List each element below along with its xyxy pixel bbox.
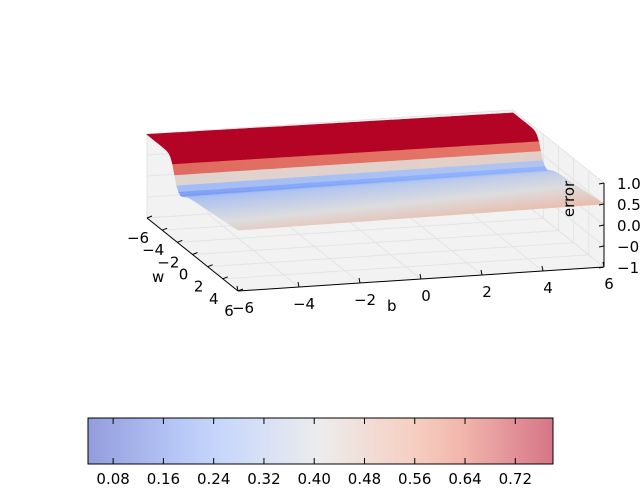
- y-tick-mark: [236, 285, 239, 292]
- colorbar-tick-label: 0.08: [96, 470, 129, 488]
- y-axis-label: b: [387, 297, 397, 315]
- x-tick-label: −2: [157, 253, 179, 271]
- x-tick-mark: [146, 215, 153, 219]
- x-tick-mark: [192, 252, 198, 255]
- x-tick-mark: [161, 227, 168, 231]
- x-axis-label: w: [152, 268, 164, 286]
- z-tick-mark: [598, 266, 605, 269]
- z-tick-label: −0.5: [617, 238, 640, 256]
- x-tick-label: −6: [127, 229, 149, 247]
- y-tick-mark: [358, 277, 361, 284]
- colorbar-tick-label: 0.40: [298, 470, 331, 488]
- z-tick-label: 1.0: [617, 175, 640, 193]
- z-tick-label: 0.5: [617, 196, 640, 214]
- y-tick-label: −4: [293, 295, 315, 313]
- z-tick-mark: [598, 224, 605, 227]
- y-tick-mark: [297, 281, 300, 288]
- x-tick-mark: [207, 264, 213, 268]
- x-tick-label: −4: [142, 241, 164, 259]
- z-tick-label: −1.0: [617, 259, 640, 277]
- z-tick-mark: [598, 182, 605, 185]
- surface-patch: [174, 174, 188, 187]
- z-tick-mark: [598, 203, 605, 206]
- y-tick-label: −6: [232, 299, 254, 317]
- grid-line: [512, 109, 605, 184]
- y-tick-mark: [480, 269, 483, 276]
- colorbar: 0.08 0.16 0.24 0.32 0.40 0.48 0.56 0.64 0.72: [87, 417, 554, 488]
- z-axis-label: error: [560, 180, 578, 217]
- y-tick-label: 4: [543, 279, 553, 297]
- y-tick-label: −2: [354, 291, 376, 309]
- surface-patch: [235, 227, 250, 231]
- surface-patch: [172, 163, 186, 176]
- error-surface: [146, 112, 605, 231]
- x-tick-mark: [177, 239, 183, 243]
- y-tick-label: 6: [604, 275, 614, 293]
- y-tick-mark: [602, 261, 605, 268]
- grid-line: [146, 109, 514, 135]
- x-tick-mark: [237, 288, 244, 292]
- y-tick-mark: [419, 273, 422, 280]
- x-tick-label: 0: [179, 266, 189, 284]
- colorbar-tick-label: 0.56: [398, 470, 431, 488]
- colorbar-tick-label: 0.32: [247, 470, 280, 488]
- colorbar-tick-label: 0.16: [147, 470, 180, 488]
- x-tick-label: 2: [194, 278, 204, 296]
- colorbar-tick-label: 0.72: [499, 470, 532, 488]
- z-tick-label: 0.0: [617, 217, 640, 235]
- surface-patch: [170, 156, 184, 165]
- y-tick-mark: [541, 265, 544, 272]
- z-tick-mark: [598, 245, 605, 248]
- colorbar-tick-label: 0.24: [197, 470, 230, 488]
- x-tick-mark: [222, 276, 229, 280]
- y-tick-label: 0: [421, 287, 431, 305]
- colorbar-gradient: [87, 417, 554, 465]
- x-tick-label: 6: [224, 302, 234, 320]
- y-tick-label: 2: [482, 283, 492, 301]
- surface-patch: [176, 184, 190, 193]
- colorbar-tick-label: 0.48: [348, 470, 381, 488]
- colorbar-tick-label: 0.64: [448, 470, 481, 488]
- x-tick-label: 4: [209, 290, 219, 308]
